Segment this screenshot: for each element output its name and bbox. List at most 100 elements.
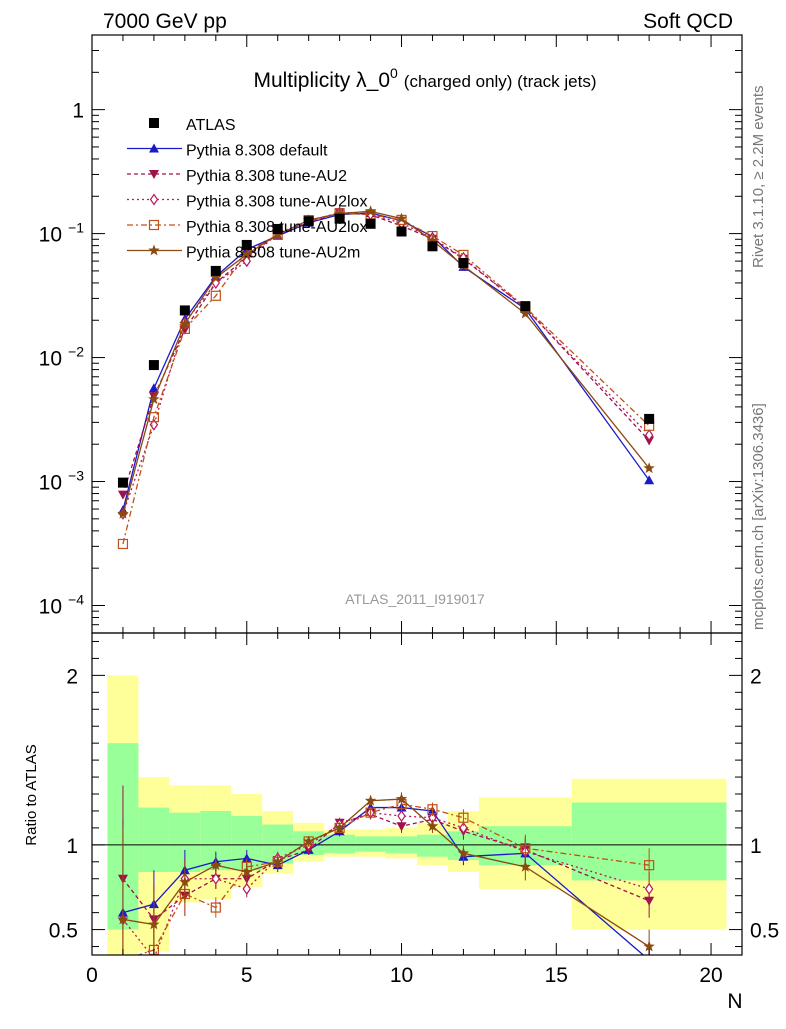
green-band-bin — [324, 834, 356, 854]
legend-label: Pythia 8.308 tune-AU2lox — [186, 194, 367, 211]
ratio-y-tick-label-left: 0.5 — [49, 920, 78, 943]
ratio-point — [426, 820, 439, 832]
ratio-series-line — [122, 813, 650, 921]
atlas-data-point — [303, 216, 314, 227]
atlas-data-point — [210, 265, 221, 276]
ratio-point — [241, 866, 253, 877]
main-series-point — [210, 271, 222, 283]
x-tick-label: 20 — [699, 964, 722, 987]
ratio-y-tick-label-right: 1 — [750, 835, 762, 858]
ratio-point — [241, 853, 252, 863]
ratio-point — [457, 847, 470, 859]
main-series-point — [179, 317, 191, 329]
legend-label: Pythia 8.308 tune-AU2lox — [186, 219, 367, 236]
atlas-data-point — [241, 239, 252, 250]
main-series-line — [122, 210, 650, 515]
ratio-point — [644, 860, 655, 871]
mcplots-label: mcplots.cern.ch [arXiv:1306.3436] — [750, 403, 767, 630]
x-tick-label: 0 — [86, 964, 98, 987]
main-series-point — [117, 507, 129, 519]
ratio-point — [210, 902, 221, 913]
atlas-data-point — [458, 257, 469, 268]
ratio-point — [458, 812, 469, 823]
main-series-point — [644, 475, 655, 485]
ratio-point — [519, 860, 531, 872]
legend-marker — [148, 244, 160, 256]
main-series-point — [117, 538, 129, 550]
ratio-point — [397, 809, 406, 823]
chart-title-rest: (charged only) (track jets) — [404, 72, 597, 91]
x-tick-label: 10 — [390, 964, 413, 987]
ratio-y-axis-label: Ratio to ATLAS — [23, 744, 40, 845]
main-y-tick-label: 10 −2 — [39, 344, 85, 371]
green-band-bin — [417, 834, 448, 857]
chart-title-main: Multiplicity λ_0 — [253, 69, 390, 92]
atlas-data-point — [396, 226, 407, 237]
main-y-tick-label: 10 −3 — [39, 468, 85, 495]
main-series-point — [241, 248, 253, 260]
ratio-point — [459, 821, 468, 834]
legend-marker — [148, 219, 160, 231]
main-series-point — [644, 429, 654, 442]
main-series-point — [148, 383, 159, 393]
ratio-point — [364, 794, 377, 806]
ratio-point — [365, 807, 376, 818]
energy-label: 7000 GeV pp — [103, 10, 227, 33]
legend-marker — [149, 170, 159, 179]
ratio-point — [333, 821, 346, 833]
main-series-point — [364, 205, 377, 217]
main-y-tick-label: 1 — [72, 100, 84, 123]
main-series-point — [643, 462, 655, 474]
atlas-data-point — [334, 213, 345, 224]
x-axis-label: N — [727, 990, 742, 1013]
analysis-tag: ATLAS_2011_I919017 — [345, 591, 485, 607]
atlas-data-point — [427, 241, 438, 252]
green-band-bin — [355, 836, 387, 852]
ratio-point — [117, 913, 129, 925]
atlas-data-point — [179, 305, 190, 316]
ratio-point — [520, 843, 531, 854]
chart-title-sup: 0 — [390, 65, 398, 81]
atlas-data-point — [520, 301, 531, 312]
legend-label: Pythia 8.308 default — [186, 143, 328, 160]
rivet-version-label: Rivet 3.1.10, ≥ 2.2M events — [750, 86, 767, 269]
ratio-y-tick-label-left: 2 — [66, 665, 78, 688]
ratio-point — [272, 855, 284, 867]
ratio-y-tick-label-right: 0.5 — [750, 920, 779, 943]
ratio-point — [396, 822, 407, 832]
ratio-y-tick-label-right: 2 — [750, 665, 762, 688]
x-tick-label: 5 — [241, 964, 253, 987]
main-series-point — [519, 307, 531, 319]
main-series-point — [242, 255, 251, 268]
legend-marker — [149, 193, 159, 206]
ratio-point — [303, 835, 315, 847]
main-series-point — [395, 212, 408, 224]
main-y-tick-label: 10 −1 — [39, 220, 85, 247]
main-series-point — [333, 207, 346, 219]
main-series-point — [426, 234, 439, 246]
atlas-data-point — [644, 413, 655, 424]
category-label: Soft QCD — [643, 10, 733, 33]
main-series-point — [272, 228, 284, 240]
legend-label: Pythia 8.308 tune-AU2 — [186, 168, 347, 185]
ratio-y-tick-label-left: 1 — [66, 835, 78, 858]
legend: ATLAS Pythia 8.308 default Pythia 8.308 tu… — [127, 117, 367, 262]
ratio-point — [148, 918, 160, 930]
legend-label: Pythia 8.308 tune-AU2m — [186, 245, 360, 262]
ratio-point — [242, 882, 251, 895]
ratio-point — [211, 872, 221, 885]
atlas-data-point — [272, 223, 283, 234]
green-band-bin — [138, 807, 170, 872]
legend-label: ATLAS — [186, 117, 236, 134]
x-tick-label: 15 — [545, 964, 568, 987]
atlas-data-point — [148, 360, 159, 371]
ratio-point — [427, 804, 438, 815]
ratio-point — [644, 882, 654, 895]
ratio-point — [395, 793, 408, 804]
chart-title: Multiplicity λ_00 (charged only) (track j… — [253, 65, 596, 92]
ratio-series-line — [122, 798, 650, 948]
main-series-point — [210, 290, 221, 301]
legend-marker — [149, 143, 159, 153]
ratio-point — [643, 940, 655, 952]
